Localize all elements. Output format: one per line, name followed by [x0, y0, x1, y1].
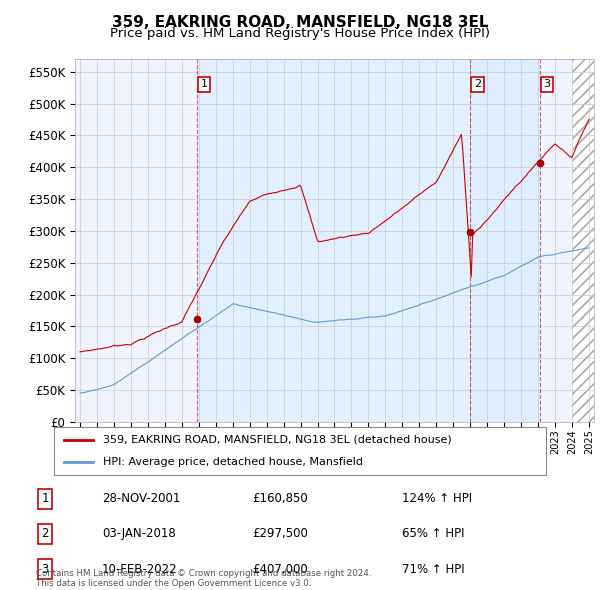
- Text: 03-JAN-2018: 03-JAN-2018: [102, 527, 176, 540]
- Text: 359, EAKRING ROAD, MANSFIELD, NG18 3EL: 359, EAKRING ROAD, MANSFIELD, NG18 3EL: [112, 15, 488, 30]
- Text: HPI: Average price, detached house, Mansfield: HPI: Average price, detached house, Mans…: [103, 457, 363, 467]
- Bar: [470, 59, 540, 422]
- Bar: [197, 59, 470, 422]
- Text: 3: 3: [41, 563, 49, 576]
- Text: 2: 2: [41, 527, 49, 540]
- Text: 65% ↑ HPI: 65% ↑ HPI: [402, 527, 464, 540]
- Bar: [572, 59, 598, 422]
- Text: £297,500: £297,500: [252, 527, 308, 540]
- Text: 28-NOV-2001: 28-NOV-2001: [102, 492, 181, 505]
- Text: 2: 2: [474, 80, 481, 90]
- Text: £407,000: £407,000: [252, 563, 308, 576]
- Bar: [572, 59, 598, 422]
- FancyBboxPatch shape: [54, 427, 546, 475]
- Text: 124% ↑ HPI: 124% ↑ HPI: [402, 492, 472, 505]
- Text: 359, EAKRING ROAD, MANSFIELD, NG18 3EL (detached house): 359, EAKRING ROAD, MANSFIELD, NG18 3EL (…: [103, 435, 452, 445]
- Text: 71% ↑ HPI: 71% ↑ HPI: [402, 563, 464, 576]
- Text: Contains HM Land Registry data © Crown copyright and database right 2024.
This d: Contains HM Land Registry data © Crown c…: [36, 569, 371, 588]
- Text: £160,850: £160,850: [252, 492, 308, 505]
- Text: 1: 1: [41, 492, 49, 505]
- Text: 3: 3: [544, 80, 550, 90]
- Text: Price paid vs. HM Land Registry's House Price Index (HPI): Price paid vs. HM Land Registry's House …: [110, 27, 490, 40]
- Text: 10-FEB-2022: 10-FEB-2022: [102, 563, 178, 576]
- Text: 1: 1: [200, 80, 208, 90]
